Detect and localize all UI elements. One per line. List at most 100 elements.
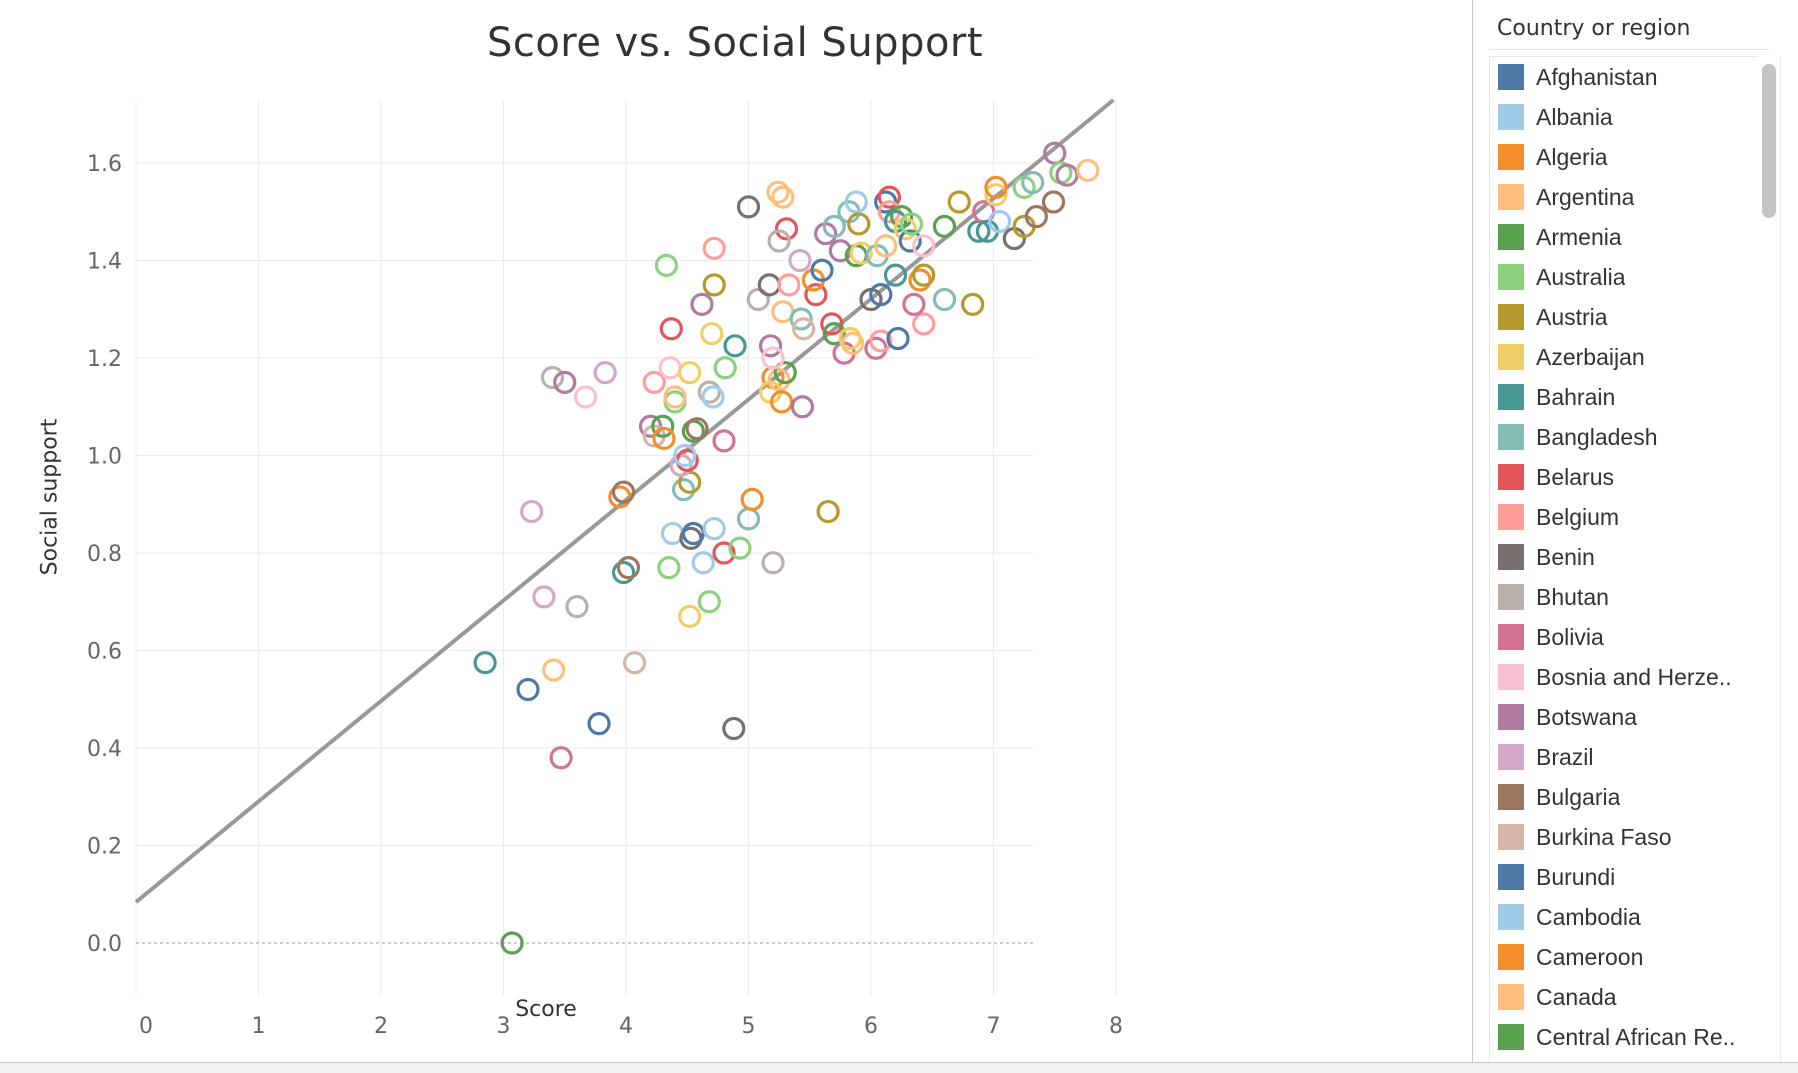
data-point [792, 317, 816, 341]
legend-swatch [1498, 384, 1524, 410]
legend-item[interactable]: Benin [1490, 537, 1780, 577]
legend-item[interactable]: Armenia [1490, 217, 1780, 257]
x-tick-label: 2 [374, 1014, 388, 1039]
data-point [723, 334, 747, 358]
data-point [947, 190, 971, 214]
data-point [565, 595, 589, 619]
data-point [681, 521, 705, 546]
legend-item[interactable]: Azerbaijan [1490, 337, 1780, 377]
legend-item[interactable]: Albania [1490, 97, 1780, 137]
legend-item[interactable]: Belgium [1490, 497, 1780, 537]
legend-item[interactable]: Botswana [1490, 697, 1780, 737]
legend-item[interactable]: Cameroon [1490, 937, 1780, 977]
data-point [932, 287, 957, 312]
legend-label: Canada [1536, 983, 1617, 1010]
legend-label: Argentina [1536, 183, 1635, 210]
data-point [1041, 190, 1066, 214]
data-point [902, 292, 926, 316]
data-point [553, 370, 577, 394]
legend-scrollbar-thumb[interactable] [1762, 64, 1776, 218]
legend-swatch [1498, 784, 1524, 810]
legend-item[interactable]: Bangladesh [1490, 417, 1780, 457]
legend-label: Algeria [1536, 143, 1608, 170]
legend-item[interactable]: Bulgaria [1490, 777, 1780, 817]
data-point [638, 414, 663, 438]
data-point [774, 217, 799, 241]
data-point [702, 236, 726, 260]
data-point [912, 234, 936, 258]
legend-swatch [1498, 464, 1524, 490]
legend-item[interactable]: Burundi [1490, 857, 1780, 897]
legend-item[interactable]: Belarus [1490, 457, 1780, 497]
legend-item[interactable]: Bosnia and Herze.. [1490, 657, 1780, 697]
legend-label: Cameroon [1536, 943, 1644, 970]
legend-item[interactable]: Burkina Faso [1490, 817, 1780, 857]
data-point [520, 499, 544, 524]
legend-swatch [1498, 664, 1524, 690]
data-point [899, 212, 924, 236]
legend-item[interactable]: Afghanistan [1490, 57, 1780, 97]
legend-swatch [1498, 64, 1524, 90]
legend-label: Albania [1536, 103, 1613, 130]
data-point [1024, 205, 1048, 229]
legend-label: Benin [1536, 543, 1595, 570]
legend-swatch [1498, 824, 1524, 850]
x-tick-label: 3 [497, 1014, 511, 1039]
legend-item[interactable]: Canada [1490, 977, 1780, 1017]
data-point [685, 417, 709, 441]
data-point [816, 499, 840, 524]
data-point [713, 356, 737, 380]
data-point [678, 604, 702, 628]
legend-item[interactable]: Cambodia [1490, 897, 1780, 937]
legend-label: Botswana [1536, 703, 1638, 730]
legend-swatch [1498, 144, 1524, 170]
data-point [769, 390, 794, 414]
data-point [697, 380, 721, 404]
legend-swatch [1498, 864, 1524, 890]
chart-title: Score vs. Social Support [486, 20, 984, 66]
data-point [883, 263, 908, 287]
legend-label: Azerbaijan [1536, 343, 1645, 370]
data-point [593, 361, 617, 385]
legend-list-container: Afghanistan Albania Algeria Argentina Armeni… [1489, 56, 1781, 1062]
data-point [740, 487, 764, 511]
data-point [822, 214, 846, 238]
data-point [669, 453, 693, 477]
data-point [912, 312, 936, 336]
legend-label: Australia [1536, 263, 1626, 290]
legend-item[interactable]: Austria [1490, 297, 1780, 337]
data-point [657, 556, 681, 580]
data-point [804, 283, 828, 307]
legend-item[interactable]: Bahrain [1490, 377, 1780, 417]
data-point [838, 326, 862, 351]
data-point [681, 419, 705, 443]
legend-swatch [1498, 984, 1524, 1010]
legend-item[interactable]: Argentina [1490, 177, 1780, 217]
legend-label: Brazil [1536, 743, 1594, 770]
legend-label: Burkina Faso [1536, 823, 1672, 850]
data-point [500, 931, 524, 955]
data-point [728, 536, 752, 560]
data-point [549, 746, 573, 770]
data-point [697, 590, 721, 614]
data-point [874, 190, 898, 214]
legend-item[interactable]: Central African Re.. [1490, 1017, 1780, 1057]
legend-item[interactable]: Bolivia [1490, 617, 1780, 657]
data-point [532, 585, 556, 609]
scatter-plot: 0 1 2 3 4 5 6 7 8 0.0 0.2 0.4 0.6 0.8 1.0 1.2 1.4 1.6 [87, 98, 1123, 1039]
legend-item[interactable]: Algeria [1490, 137, 1780, 177]
legend-swatch [1498, 744, 1524, 770]
data-point [691, 551, 715, 575]
legend-scroll-track[interactable] [1758, 56, 1780, 1062]
legend-item[interactable]: Brazil [1490, 737, 1780, 777]
data-point [702, 273, 726, 297]
legend-swatch [1498, 184, 1524, 210]
data-point [912, 263, 936, 287]
legend-swatch [1498, 344, 1524, 370]
legend-item[interactable]: Australia [1490, 257, 1780, 297]
data-point [849, 241, 873, 265]
data-point [736, 195, 761, 219]
legend-item[interactable]: Bhutan [1490, 577, 1780, 617]
x-axis-label: Score [515, 997, 577, 1022]
data-point [932, 214, 957, 238]
